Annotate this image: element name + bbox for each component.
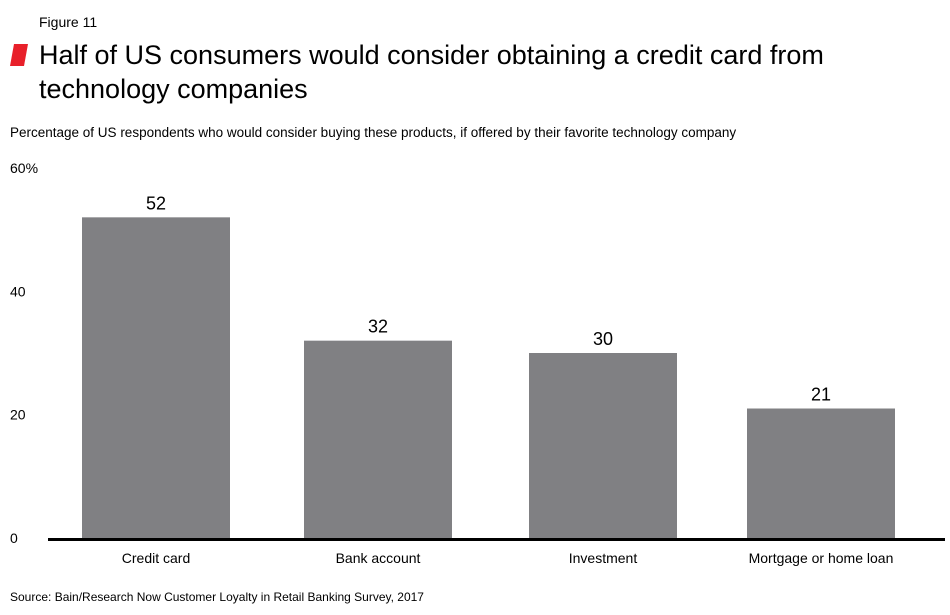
- x-tick-label: Bank account: [336, 550, 421, 566]
- bar: [82, 217, 230, 538]
- bar-value-label: 30: [593, 329, 613, 349]
- data-labels: 52 32 30 21: [146, 193, 831, 404]
- bar-chart: 0 20 40 60% 52 32 30 21 Credit card Bank accoun…: [10, 160, 945, 566]
- bars: [82, 217, 895, 538]
- bar-value-label: 52: [146, 193, 166, 213]
- y-tick-label: 0: [10, 530, 18, 546]
- source-note: Source: Bain/Research Now Customer Loyal…: [10, 590, 424, 604]
- x-tick-label: Investment: [569, 550, 638, 566]
- x-tick-label: Mortgage or home loan: [749, 550, 894, 566]
- bar-value-label: 21: [811, 385, 831, 405]
- chart-title: Half of US consumers would consider obta…: [39, 40, 824, 104]
- x-tick-label: Credit card: [122, 550, 190, 566]
- figure-label: Figure 11: [39, 14, 98, 30]
- bar: [529, 353, 677, 538]
- chart-subtitle: Percentage of US respondents who would c…: [10, 125, 737, 140]
- title-accent-marker: [10, 44, 28, 66]
- y-tick-label: 20: [10, 407, 26, 423]
- bar: [304, 340, 452, 538]
- y-tick-label: 60%: [10, 160, 38, 176]
- x-axis-labels: Credit card Bank account Investment Mortgag…: [122, 550, 894, 566]
- y-axis-ticks: 0 20 40 60%: [10, 160, 38, 546]
- y-tick-label: 40: [10, 283, 26, 299]
- bar: [747, 408, 895, 538]
- bar-value-label: 32: [368, 317, 388, 337]
